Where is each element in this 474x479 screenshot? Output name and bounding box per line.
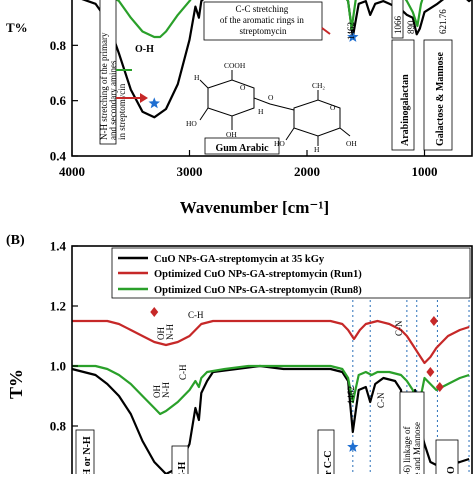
star-marker-a-0 (148, 97, 160, 109)
annot-oh-run1-line-2: N-H (165, 324, 175, 340)
diamond-marker-b-2 (150, 307, 159, 317)
annot-arabinogalactan: Arabinogalactan (400, 74, 411, 146)
ring-h-bond-2 (339, 127, 351, 137)
panel-a-mols (199, 70, 351, 146)
star-marker-a-1 (347, 31, 359, 42)
y-tick-label-b-4: 1.4 (50, 239, 67, 254)
plot-a-frame (71, 0, 473, 157)
series-line-b-1 (72, 319, 470, 365)
annot-cc-line-1: C-C stretching (236, 4, 289, 14)
annot-oh-run8-line-2: N-H (161, 382, 171, 398)
annot-cn: C-N (376, 392, 386, 408)
annot-ch-run1: C-H (188, 310, 204, 320)
annot-linkage-line-2: se and Mannose (412, 422, 422, 474)
mol-o-3: O (330, 103, 336, 112)
annot-cn-run1: C-N (394, 320, 404, 336)
annot-oh-run1: OH N-H (156, 324, 175, 340)
annot-galactose-box (423, 39, 453, 151)
series-line-a-1 (115, 0, 424, 39)
mol-ch2: CH₂ (312, 81, 325, 90)
diamond-marker-b-3 (429, 316, 438, 326)
mol-h-3: H (314, 145, 320, 154)
y-tick-label-b-3: 1.2 (50, 299, 66, 314)
legend-b: CuO NPs-GA-streptomycin at 35 kGy Optimi… (111, 247, 471, 299)
annot-cc-line-3: streptomycin (240, 26, 287, 36)
annot-1066-a: 1066 (393, 16, 403, 35)
annot-oh-run1-line-1: OH (156, 327, 166, 340)
annot-1066-box (391, 0, 404, 39)
sugar-ring-left (207, 79, 255, 117)
y-axis-label-b: T% (6, 369, 26, 399)
x-tick-label-a-1: 3000 (177, 164, 203, 179)
mol-oh-2: OH (346, 139, 357, 148)
annot-nh-text: N-H stretching of the primary and second… (99, 30, 127, 140)
nh-arrow-head (140, 93, 148, 103)
annot-62176-a: 621.76 (438, 9, 448, 34)
y-tick-label-a-2: 0.8 (50, 38, 67, 53)
legend-label-0: CuO NPs-GA-streptomycin at 35 kGy (154, 254, 325, 265)
plot-b-ticks: 0.60.81.01.21.4 (50, 239, 78, 479)
annot-nh-line-2: and secondary amines (108, 60, 118, 140)
annot-oh-run8-line-1: OH (152, 385, 162, 398)
annot-cc-box (203, 1, 323, 41)
y-tick-label-a-1: 0.6 (50, 93, 67, 108)
annot-oh-run8: OH N-H (152, 382, 171, 398)
mol-o-2: O (268, 93, 274, 102)
legend-label-1: Optimized CuO NPs-GA-streptomycin (Run1) (154, 269, 362, 280)
y-tick-label-b-2: 1.0 (50, 359, 66, 374)
annot-nh-line-3: in streptomycin (117, 83, 127, 140)
mol-ho-1: HO (186, 119, 197, 128)
panel-a: 0.4 0.6 0.8 4000 3000 2000 1000 T% O-H N-H str… (6, 0, 473, 217)
panel-label-b: (B) (6, 233, 25, 248)
mol-o-1: O (240, 83, 246, 92)
diamond-marker-b-4 (426, 367, 435, 377)
x-tick-label-a-3: 1000 (412, 164, 438, 179)
x-tick-label-a-2: 2000 (294, 164, 320, 179)
diamond-marker-b-5 (435, 382, 444, 392)
annot-linkage: 1-6) linkage of se and Mannose (402, 422, 422, 474)
annot-ch-run8: C-H (178, 364, 188, 380)
annot-linkage-box (399, 391, 425, 479)
mol-cooh: COOH (224, 61, 246, 70)
annot-o-letter: O (446, 466, 457, 474)
annot-1462-b: 1462 (346, 386, 356, 404)
annot-890-a: 890 (406, 20, 416, 34)
mol-h-1: H (194, 73, 200, 82)
annot-nh-line-1: N-H stretching of the primary (99, 32, 109, 140)
annot-ch-low: C-H (177, 461, 188, 474)
plot-a-ticks: 0.4 0.6 0.8 4000 3000 2000 1000 (50, 38, 438, 179)
annot-gum-box (204, 137, 280, 155)
annot-arabino-box (391, 39, 415, 151)
y-axis-label-a: T% (6, 20, 28, 35)
legend-label-2: Optimized CuO NPs-GA-streptomycin (Run8) (154, 285, 362, 296)
legend-box (111, 247, 471, 299)
annot-1462-a: 1462 (346, 22, 356, 40)
ring-h-bond-1 (199, 79, 209, 89)
x-axis-unit-a: [cm⁻¹] (282, 198, 329, 217)
annot-linkage-line-1: 1-6) linkage of (402, 427, 412, 474)
mol-h-2: H (258, 107, 264, 116)
annot-oh-a: O-H (135, 44, 154, 55)
ring-oh-bond-1 (199, 107, 209, 121)
plot-a-lines (81, 0, 473, 119)
annot-oh-or-nh: -H or N-H (82, 436, 93, 474)
glycosidic-link (253, 97, 295, 111)
ring-oh-bond-3 (285, 127, 295, 141)
mol-ho-2: HO (274, 139, 285, 148)
cc-arrow (321, 27, 331, 35)
x-tick-label-a-0: 4000 (59, 164, 85, 179)
series-line-a-0 (81, 0, 473, 119)
annot-galactose-mannose: Galactose & Mannose (435, 52, 446, 146)
y-tick-label-a-0: 0.4 (50, 149, 67, 164)
x-axis-label-a: Wavenumber (180, 198, 279, 217)
annot-gum-arabic: Gum Arabic (215, 143, 269, 154)
annot-or-cc: or C-C (323, 450, 334, 474)
y-tick-label-b-1: 0.8 (50, 419, 67, 434)
annot-cc-text: C-C stretching of the aromatic rings in … (220, 4, 306, 36)
annot-cc-line-2: of the aromatic rings in (220, 15, 304, 25)
panel-b: (B) T% 0.60.81.01.21.4 CuO NPs-GA-strept… (6, 233, 473, 479)
mol-oh-1: OH (226, 130, 237, 139)
star-marker-b-0 (347, 441, 359, 452)
